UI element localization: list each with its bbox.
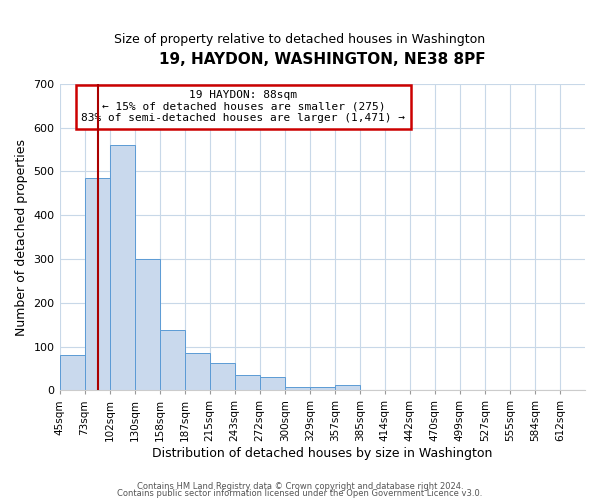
- Title: 19, HAYDON, WASHINGTON, NE38 8PF: 19, HAYDON, WASHINGTON, NE38 8PF: [159, 52, 485, 68]
- Text: Size of property relative to detached houses in Washington: Size of property relative to detached ho…: [115, 32, 485, 46]
- Bar: [160, 330, 185, 390]
- Bar: [335, 385, 360, 390]
- Bar: [260, 377, 285, 390]
- Bar: [285, 387, 310, 390]
- Bar: [59, 356, 85, 390]
- Bar: [185, 353, 209, 391]
- Text: Contains public sector information licensed under the Open Government Licence v3: Contains public sector information licen…: [118, 489, 482, 498]
- Bar: [134, 259, 160, 390]
- Y-axis label: Number of detached properties: Number of detached properties: [15, 138, 28, 336]
- Bar: [310, 387, 335, 390]
- Text: Contains HM Land Registry data © Crown copyright and database right 2024.: Contains HM Land Registry data © Crown c…: [137, 482, 463, 491]
- Text: 19 HAYDON: 88sqm
← 15% of detached houses are smaller (275)
83% of semi-detached: 19 HAYDON: 88sqm ← 15% of detached house…: [82, 90, 406, 124]
- Bar: [235, 375, 260, 390]
- Bar: [209, 362, 235, 390]
- Bar: [110, 145, 134, 390]
- Bar: [85, 178, 110, 390]
- X-axis label: Distribution of detached houses by size in Washington: Distribution of detached houses by size …: [152, 447, 493, 460]
